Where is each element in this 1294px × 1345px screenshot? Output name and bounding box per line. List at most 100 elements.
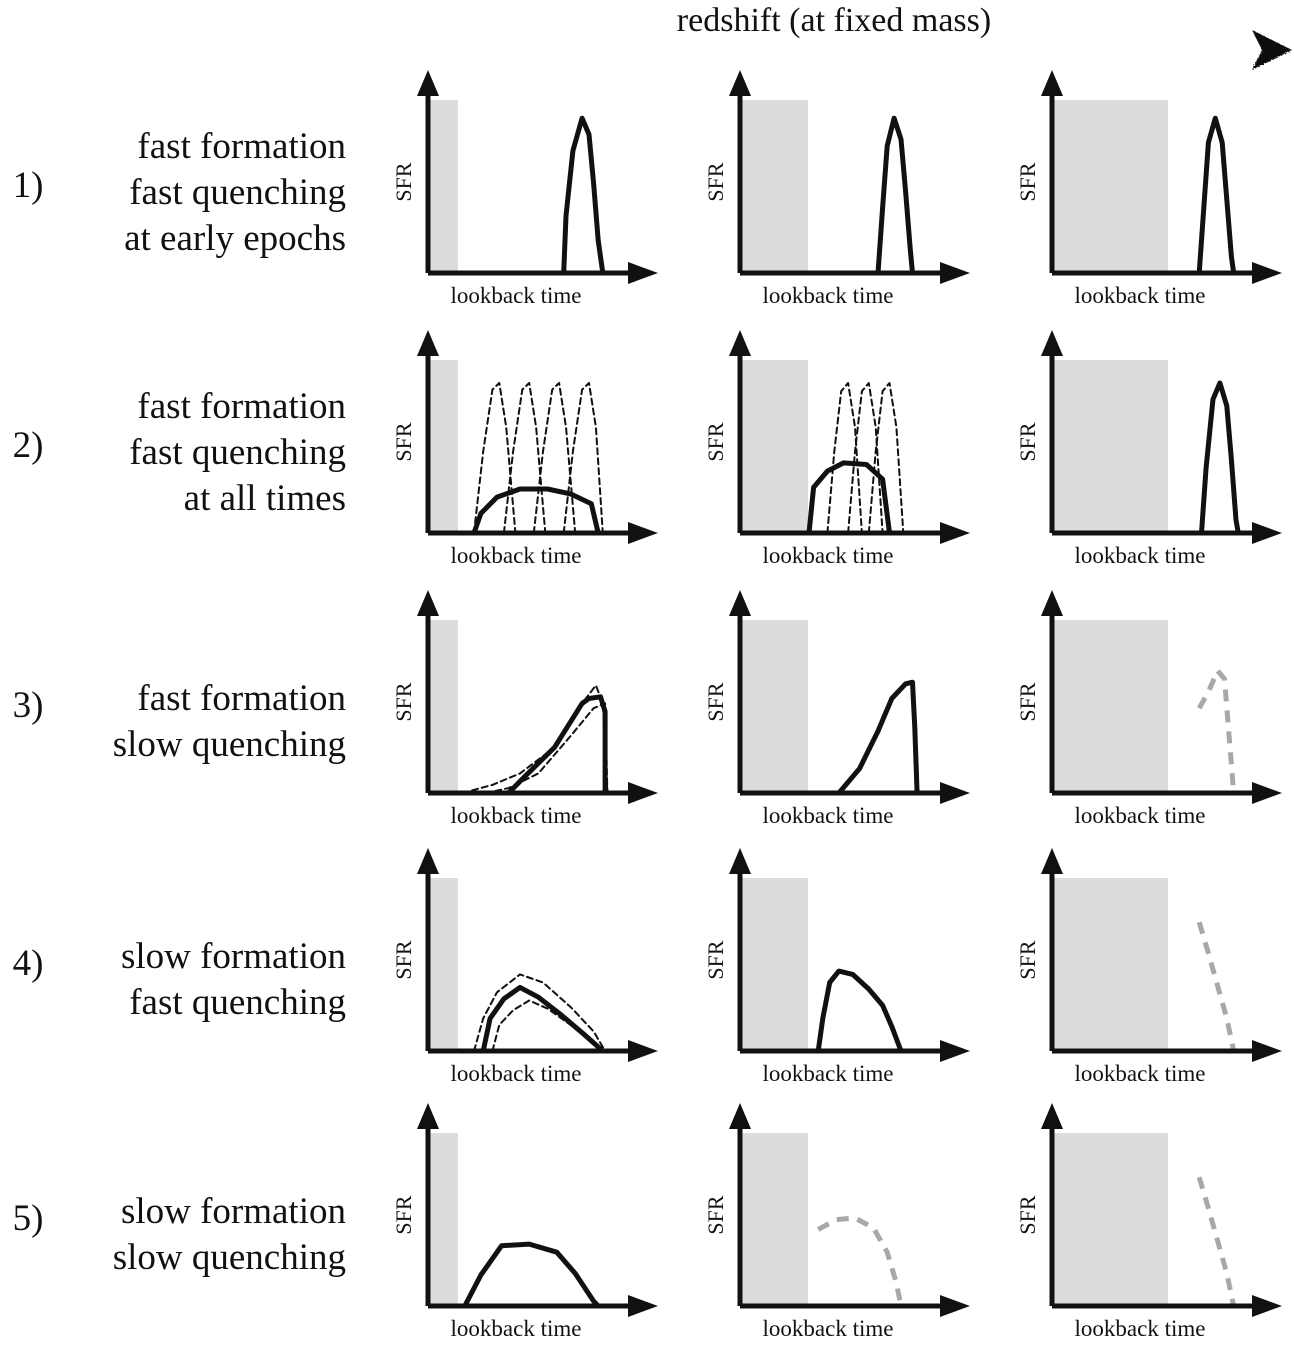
y-axis-arrowhead <box>417 1103 439 1129</box>
y-axis-arrowhead <box>417 848 439 874</box>
x-axis-label: lookback time <box>1075 543 1206 568</box>
sfh-panel: lookback time SFR <box>391 330 658 568</box>
row-label-line: slow quenching <box>113 1237 346 1278</box>
sfh-panel: lookback time SFR <box>391 1103 658 1341</box>
sfh-curve-dashed <box>532 382 577 534</box>
x-axis-label: lookback time <box>451 803 582 828</box>
row-label-line: fast formation <box>137 126 346 167</box>
sfh-curve-dashed <box>461 684 609 794</box>
sfh-curve <box>471 486 601 536</box>
shaded-region <box>428 1133 458 1306</box>
sfh-curve <box>462 1241 601 1309</box>
x-axis-arrowhead <box>1252 522 1282 544</box>
x-axis-arrowhead <box>628 522 658 544</box>
shaded-region <box>1052 100 1168 273</box>
x-axis-arrowhead <box>1252 1295 1282 1317</box>
y-axis-arrowhead <box>1041 330 1063 356</box>
row-1: 1) fast formation fast quenching at early e… <box>13 70 1282 308</box>
sfh-curve <box>506 694 608 796</box>
y-axis-arrowhead <box>1041 70 1063 96</box>
x-axis-arrowhead <box>940 782 970 804</box>
sfh-curve-dashed <box>491 999 604 1052</box>
y-axis-label: SFR <box>391 162 416 201</box>
x-axis-arrowhead <box>1252 262 1282 284</box>
sfh-panel: lookback time SFR <box>391 70 658 308</box>
shaded-region <box>740 1133 808 1306</box>
y-axis-label: SFR <box>391 422 416 461</box>
x-axis-arrowhead <box>940 522 970 544</box>
shaded-region <box>428 878 458 1051</box>
sfh-curve <box>480 984 606 1054</box>
row-label-line: fast formation <box>137 386 346 427</box>
row-number: 5) <box>13 1198 44 1239</box>
x-axis-label: lookback time <box>1075 1061 1206 1086</box>
y-axis-label: SFR <box>1015 422 1040 461</box>
row-number: 1) <box>13 165 44 206</box>
y-axis-arrowhead <box>1041 1103 1063 1129</box>
row-label-line: fast quenching <box>129 982 346 1023</box>
y-axis-arrowhead <box>417 590 439 616</box>
sfh-panel: lookback time SFR <box>391 848 658 1086</box>
sfh-panel: lookback time SFR <box>1015 590 1282 828</box>
y-axis-arrowhead <box>729 70 751 96</box>
x-axis-label: lookback time <box>451 1316 582 1341</box>
x-axis-label: lookback time <box>763 1316 894 1341</box>
y-axis-label: SFR <box>703 422 728 461</box>
shaded-region <box>1052 1133 1168 1306</box>
redshift-title: redshift (at fixed mass) <box>677 2 991 39</box>
sfh-curve <box>836 679 920 796</box>
row-2: 2) fast formation fast quenching at all tim… <box>13 330 1282 568</box>
row-number: 3) <box>13 685 44 726</box>
y-axis-label: SFR <box>1015 162 1040 201</box>
y-axis-arrowhead <box>729 590 751 616</box>
y-axis-arrowhead <box>729 1103 751 1129</box>
y-axis-label: SFR <box>703 1195 728 1234</box>
sfh-curve-grey-dashed <box>1196 921 1237 1052</box>
sfh-panel: lookback time SFR <box>1015 70 1282 308</box>
sfh-curve-dashed <box>484 702 609 794</box>
row-label-line: at all times <box>184 478 346 519</box>
shaded-region <box>428 100 458 273</box>
x-axis-arrowhead <box>1252 1040 1282 1062</box>
shaded-region <box>740 100 808 273</box>
row-4: 4) slow formation fast quenching lookback t… <box>13 848 1282 1086</box>
x-axis-label: lookback time <box>763 543 894 568</box>
row-3: 3) fast formation slow quenching lookback t… <box>13 590 1282 828</box>
sfh-curve-grey-dashed <box>1196 1176 1237 1307</box>
x-axis-label: lookback time <box>1075 803 1206 828</box>
sfh-curve <box>1196 115 1237 276</box>
sfh-panel: lookback time SFR <box>703 70 970 308</box>
shaded-region <box>740 360 808 533</box>
sfh-curve-dashed <box>847 382 884 534</box>
sfh-curve <box>875 115 915 276</box>
row-5: 5) slow formation slow quenching lookback t… <box>13 1103 1282 1341</box>
rows: 1) fast formation fast quenching at early e… <box>13 70 1282 1341</box>
x-axis-label: lookback time <box>763 1061 894 1086</box>
sfh-curve-dashed <box>473 382 517 534</box>
sfh-curve-dashed <box>502 382 547 534</box>
x-axis-label: lookback time <box>763 803 894 828</box>
row-label-line: fast quenching <box>129 432 346 473</box>
sfh-curve <box>815 968 904 1054</box>
y-axis-label: SFR <box>703 682 728 721</box>
row-label-line: slow formation <box>121 1191 346 1232</box>
sfh-panel: lookback time SFR <box>1015 1103 1282 1341</box>
sfh-curve <box>561 115 606 276</box>
sfh-curve <box>806 460 892 536</box>
x-axis-label: lookback time <box>451 283 582 308</box>
sfh-curve <box>1199 380 1241 536</box>
shaded-region <box>1052 878 1168 1051</box>
sfh-panel: lookback time SFR <box>391 590 658 828</box>
sfh-panel: lookback time SFR <box>703 330 970 568</box>
y-axis-arrowhead <box>417 70 439 96</box>
row-number: 4) <box>13 943 44 984</box>
x-axis-arrowhead <box>940 262 970 284</box>
row-label-line: fast formation <box>137 678 346 719</box>
x-axis-arrowhead <box>628 1295 658 1317</box>
x-axis-arrowhead <box>628 262 658 284</box>
shaded-region <box>1052 620 1168 793</box>
sfh-curve-dashed <box>473 973 607 1052</box>
sfh-curve-grey-dashed <box>817 1215 904 1307</box>
x-axis-arrowhead <box>628 1040 658 1062</box>
